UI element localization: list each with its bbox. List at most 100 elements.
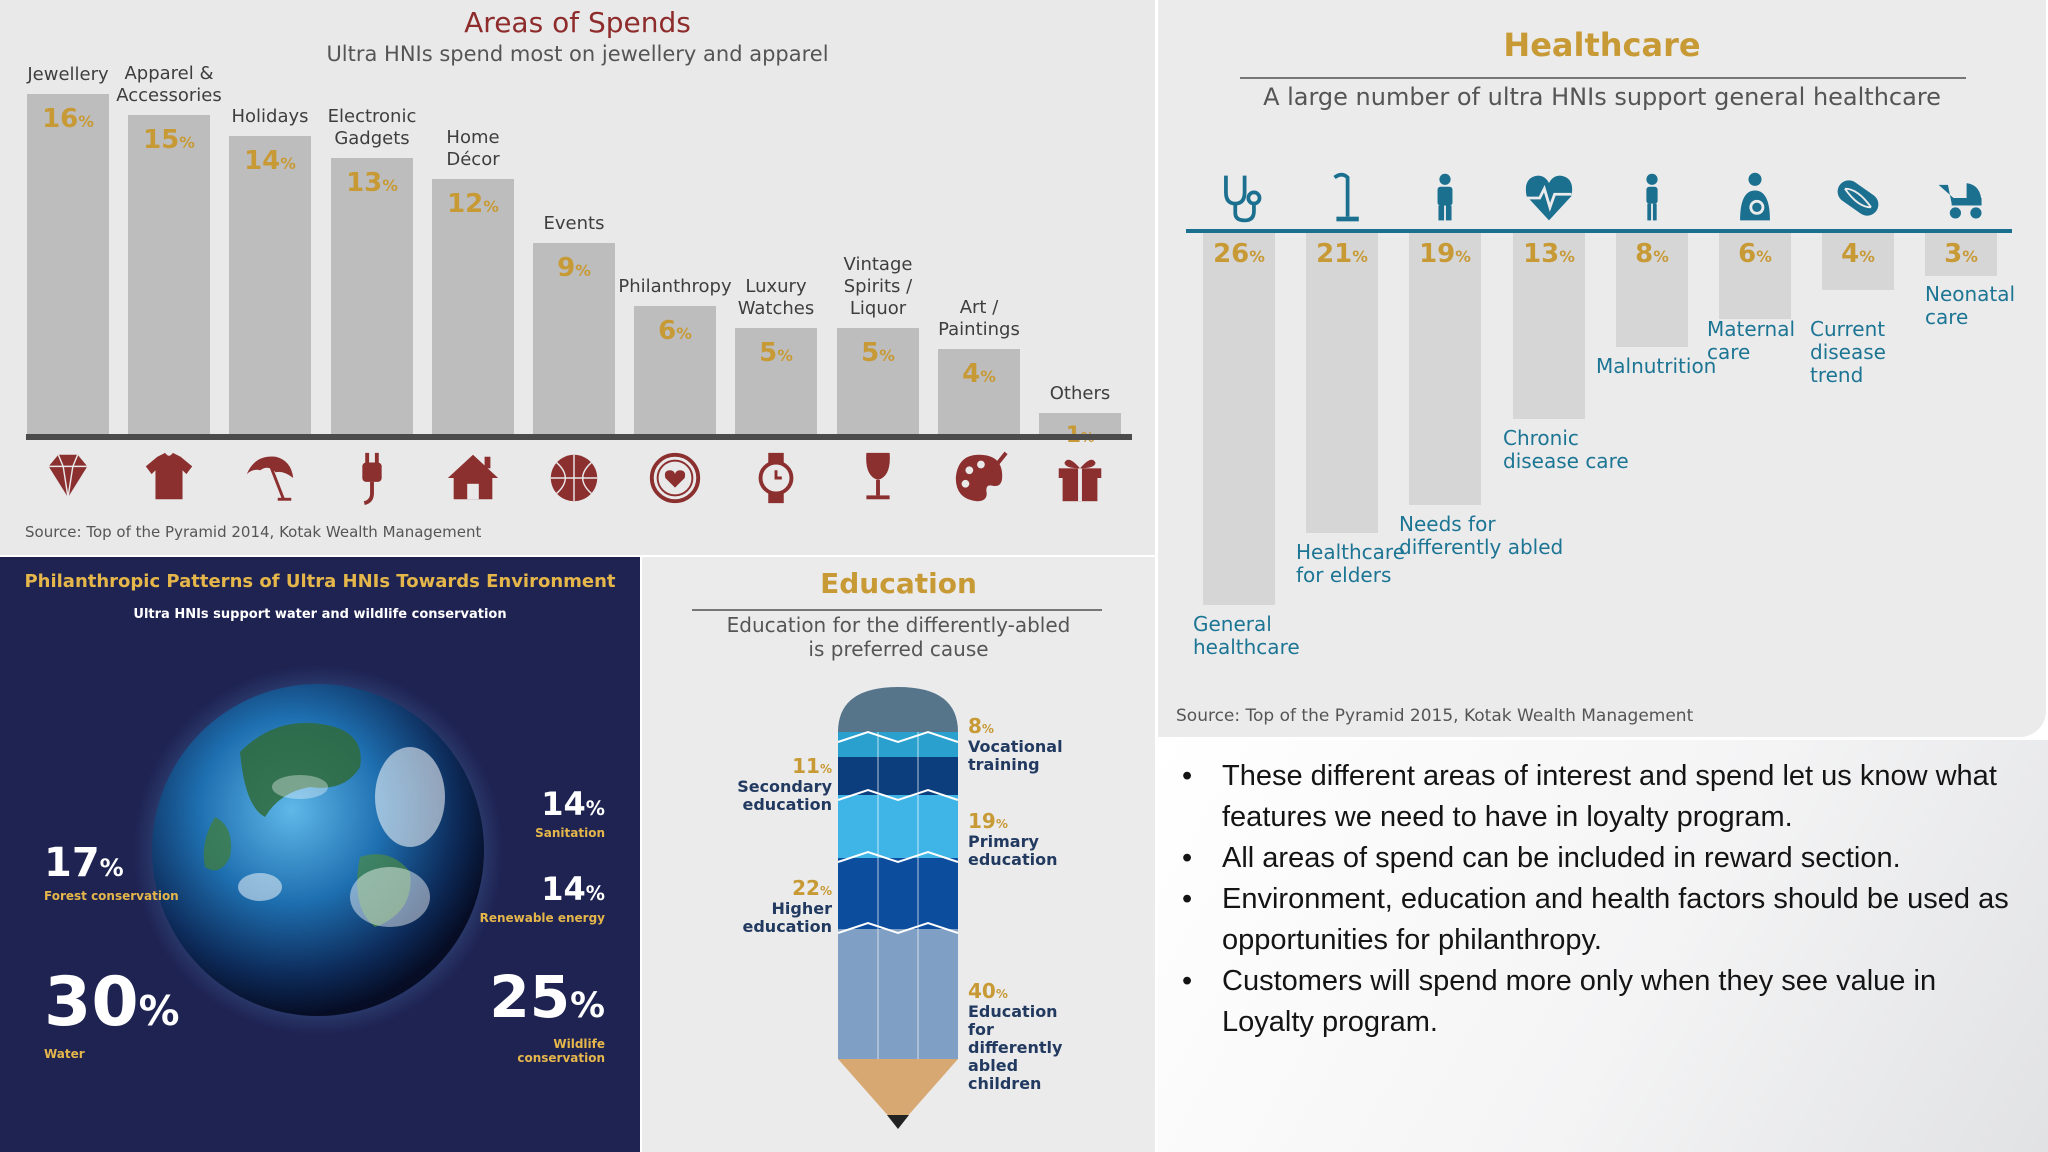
pencil-segment-higher: [838, 858, 958, 929]
healthcare-bar: [1306, 233, 1378, 533]
spends-bar-value: 4%: [962, 359, 996, 389]
spends-value-number: 5: [759, 338, 778, 368]
spends-bar: [432, 179, 514, 434]
education-title: Education: [820, 567, 977, 600]
note-bullet: Customers will spend more only when they…: [1182, 961, 2022, 1043]
spends-bar: [837, 328, 919, 434]
spends-category-line: Apparel &: [124, 63, 214, 84]
healthcare-category-label: Healthcare for elders: [1296, 541, 1405, 587]
shirt-icon: [145, 452, 193, 500]
education-label-line: Vocational: [968, 737, 1063, 756]
healthcare-value-number: 13: [1523, 239, 1560, 269]
wine-glass-icon: [866, 452, 890, 500]
spends-category-label: Philanthropy: [614, 276, 736, 298]
spends-category-label: Holidays: [209, 106, 331, 128]
spends-bar: [938, 349, 1020, 434]
pencil-lead-tip: [887, 1115, 909, 1129]
spends-category-line: Watches: [737, 298, 815, 319]
environment-stat-value: 14%: [541, 785, 605, 823]
spends-bar: [331, 158, 413, 434]
healthcare-category-line: care: [1925, 305, 1969, 329]
spends-category-line: Events: [543, 213, 605, 234]
spends-baseline: [26, 434, 1132, 440]
healthcare-bar-value: 3%: [1944, 239, 1978, 269]
spends-bar-value: 15%: [143, 125, 195, 155]
education-label-line: training: [968, 755, 1040, 774]
spends-bar-value: 13%: [346, 168, 398, 198]
education-subtitle-line1: Education for the differently-abled: [726, 613, 1071, 637]
spends-category-line: Paintings: [938, 319, 1020, 340]
environment-stat: 14% Sanitation: [465, 787, 605, 840]
education-label: 8% Vocational training: [968, 714, 1088, 774]
healthcare-category-label: Current disease trend: [1810, 318, 1886, 387]
notes-bullet-list: These different areas of interest and sp…: [1182, 756, 2022, 1043]
spends-category-line: Holidays: [231, 106, 309, 127]
spends-category-line: Luxury: [745, 276, 807, 297]
healthcare-category-line: Neonatal: [1925, 282, 2016, 306]
pencil-wood-tip: [838, 1059, 958, 1127]
spends-value-number: 15: [143, 125, 180, 155]
healthcare-bar-value: 4%: [1841, 239, 1875, 269]
environment-stat-value: 14%: [541, 870, 605, 908]
environment-stat-label: Sanitation: [535, 826, 605, 840]
spends-bar: [533, 243, 615, 434]
healthcare-category-line: disease care: [1503, 449, 1629, 473]
pencil-segment-secondary: [838, 757, 958, 795]
healthcare-bar: [1822, 233, 1894, 290]
spends-bar-value: 5%: [759, 338, 793, 368]
education-label-line: differently abled: [968, 1038, 1063, 1075]
healthcare-value-number: 6: [1738, 239, 1757, 269]
healthcare-panel: Healthcare A large number of ultra HNIs …: [1158, 0, 2046, 737]
education-label-value: 40%: [968, 979, 1008, 1003]
education-label-value: 22%: [792, 876, 832, 900]
diamond-icon: [48, 454, 88, 498]
healthcare-category-line: differently abled: [1399, 535, 1564, 559]
spends-subtitle: Ultra HNIs spend most on jewellery and a…: [326, 42, 829, 66]
education-label: 22% Higher education: [712, 876, 833, 936]
spends-category-label: Jewellery: [7, 64, 129, 86]
spends-bar-value: 6%: [658, 316, 692, 346]
spends-category-label: Art / Paintings: [918, 297, 1040, 341]
spends-category-line: Electronic: [327, 106, 417, 127]
pencil-segment-primary: [838, 795, 958, 858]
palette-icon: [955, 451, 1008, 502]
environment-panel: Philanthropic Patterns of Ultra HNIs Tow…: [0, 557, 640, 1152]
education-panel: Education Education for the differently-…: [642, 557, 1155, 1152]
earth-globe-image: [133, 665, 503, 1035]
healthcare-axis-line: [1186, 229, 2012, 233]
healthcare-bar: [1616, 233, 1688, 347]
healthcare-category-line: for elders: [1296, 563, 1392, 587]
healthcare-bar: [1719, 233, 1791, 319]
spends-bar: [634, 306, 716, 434]
healthcare-category-line: care: [1707, 340, 1751, 364]
walking-cane-icon: [1333, 172, 1359, 222]
ball-icon: [550, 454, 598, 502]
healthcare-category-line: disease: [1810, 340, 1886, 364]
healthcare-category-line: Chronic: [1503, 426, 1579, 450]
healthcare-bar-value: 13%: [1523, 239, 1575, 269]
education-label-line: education: [742, 917, 833, 936]
education-label-line: Education for: [968, 1002, 1058, 1039]
healthcare-category-line: Needs for: [1399, 512, 1496, 536]
spends-category-line: Art /: [959, 297, 999, 318]
education-title-rule: [692, 609, 1102, 611]
spends-category-line: Vintage: [843, 254, 913, 275]
healthcare-bar-value: 6%: [1738, 239, 1772, 269]
education-label-value: 8%: [968, 714, 994, 738]
education-label-line: children: [968, 1074, 1042, 1093]
spends-bar: [1039, 413, 1121, 434]
spends-bar-value: 9%: [557, 253, 591, 283]
spends-value-number: 14: [244, 146, 281, 176]
environment-stat-value: 17%: [44, 840, 124, 886]
healthcare-value-number: 19: [1419, 239, 1456, 269]
healthcare-bar-value: 21%: [1316, 239, 1368, 269]
education-label-value: 11%: [792, 754, 832, 778]
house-icon: [447, 454, 499, 500]
spends-bar: [27, 94, 109, 434]
spends-category-line: Décor: [446, 149, 500, 170]
spends-bar: [229, 136, 311, 434]
healthcare-value-number: 3: [1944, 239, 1963, 269]
spends-category-label: Others: [1019, 383, 1141, 405]
stethoscope-icon: [1224, 175, 1262, 223]
healthcare-category-line: General: [1193, 612, 1272, 636]
